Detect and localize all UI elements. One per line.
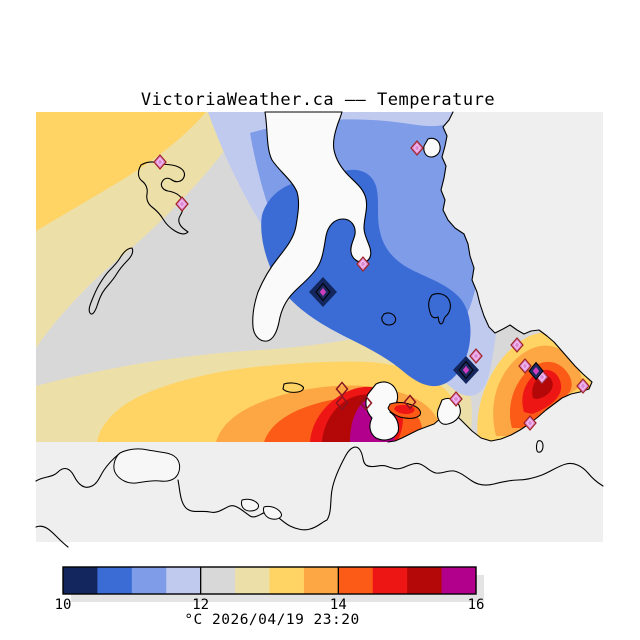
station-marker-filled: [469, 348, 483, 364]
island-galiano: [88, 247, 134, 315]
field-darkred-se: [532, 375, 553, 399]
station-marker-filled: [356, 256, 370, 272]
coastline-peninsula-east: [387, 111, 593, 443]
field-gold-nw: [36, 112, 206, 231]
colorbar-border: [62, 566, 477, 595]
lake-small-2: [263, 505, 282, 520]
colorbar-dividers: [200, 567, 339, 594]
station-marker-filled: [410, 140, 424, 156]
station-marker-filled: [175, 196, 189, 212]
colorbar-segment: [269, 567, 305, 594]
coastline-bottom-left: [35, 525, 69, 548]
colorbar-segment: [97, 567, 133, 594]
colorbar-segment: [407, 567, 443, 594]
colorbar-segment: [166, 567, 202, 594]
island-small-se: [535, 440, 544, 453]
colorbar-tick-label: 10: [55, 597, 72, 613]
colorbar-tick-label: 14: [330, 597, 347, 613]
station-marker-dark: [528, 361, 544, 381]
colorbar-segment: [131, 567, 167, 594]
coastline-south-main: [177, 446, 604, 531]
colorbar-segment: [63, 567, 98, 594]
station-marker-dark: [458, 360, 474, 380]
colorbar-segments: [63, 567, 477, 594]
colorbar-segment: [200, 567, 236, 594]
station-marker-filled: [510, 337, 524, 353]
island-discovery: [428, 293, 451, 325]
lake-small-1: [241, 498, 259, 512]
station-markers: [153, 140, 590, 431]
colorbar-tick-label: 16: [468, 597, 485, 613]
island-trial: [381, 312, 397, 326]
figure-title: VictoriaWeather.ca —— Temperature: [141, 90, 495, 110]
harbour-west: [365, 381, 400, 441]
colorbar-segment: [303, 567, 339, 594]
station-marker-dark: [315, 282, 331, 302]
station-marker-open: [359, 395, 373, 411]
inlet-water: [252, 111, 372, 342]
colorbar-caption: °C 2026/04/19 23:20: [184, 612, 359, 628]
station-marker-filled: [449, 391, 463, 407]
island-race-rocks: [282, 382, 304, 393]
station-marker-open: [335, 395, 349, 411]
lake-bay-outline: [113, 448, 181, 484]
bay-notch: [423, 137, 441, 158]
colorbar-segment: [235, 567, 270, 594]
colorbar-segment: [338, 567, 374, 594]
station-marker-filled: [576, 378, 590, 394]
colorbar-segment: [441, 567, 477, 594]
station-marker-filled: [518, 358, 532, 374]
colorbar-segment: [372, 567, 408, 594]
coastline-south-west: [35, 452, 121, 488]
station-marker-open: [403, 394, 417, 410]
station-marker-filled: [153, 154, 167, 170]
colorbar-tick-label: 12: [192, 597, 209, 613]
colorbar: 10 12 14 16 °C 2026/04/19 23:20: [55, 566, 485, 628]
colorbar-tick-labels: 10 12 14 16: [55, 597, 485, 613]
station-marker-filled: [523, 415, 537, 431]
